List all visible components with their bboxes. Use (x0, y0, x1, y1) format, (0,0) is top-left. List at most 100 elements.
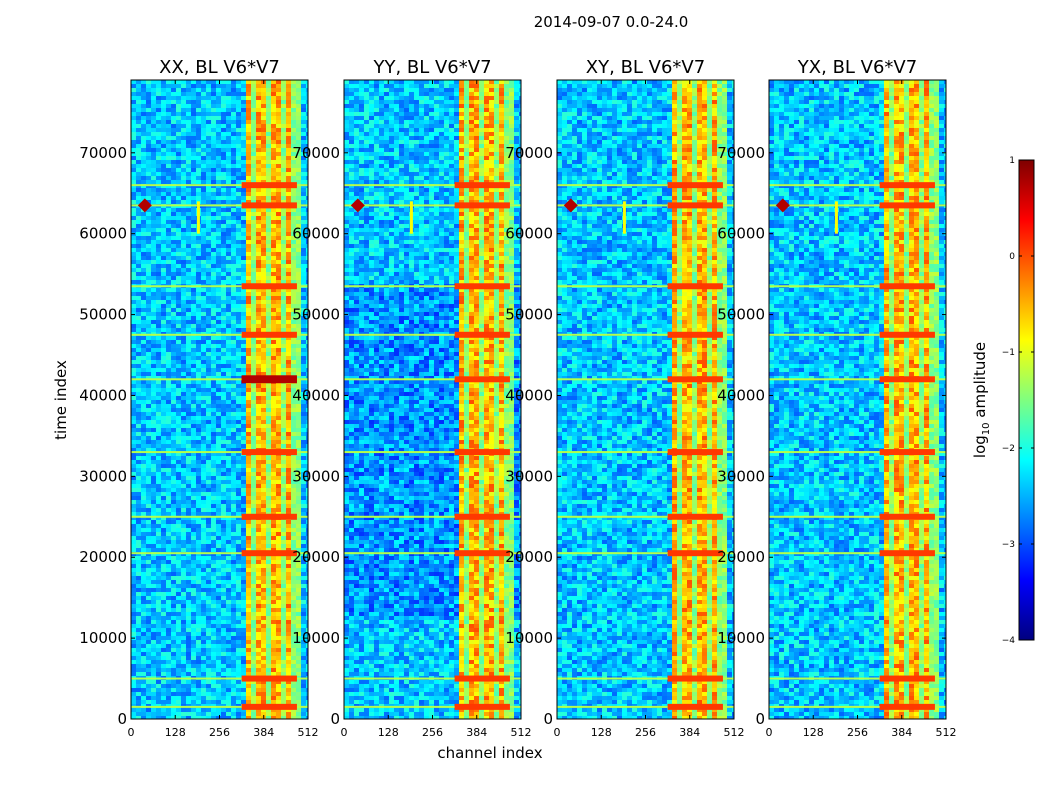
heatmap-cell (141, 228, 146, 232)
heatmap-cell (256, 368, 261, 372)
heatmap-cell (186, 608, 191, 612)
heatmap-cell (201, 276, 206, 280)
heatmap-cell (161, 220, 166, 224)
heatmap-cell (226, 316, 231, 320)
heatmap-cell (306, 256, 308, 260)
heatmap-cell (146, 112, 151, 116)
heatmap-cell (306, 220, 308, 224)
heatmap-cell (281, 260, 286, 264)
heatmap-cell (181, 156, 186, 160)
heatmap-cell (191, 100, 196, 104)
heatmap-cell (146, 276, 151, 280)
heatmap-cell (146, 96, 151, 100)
heatmap-cell (301, 220, 306, 224)
heatmap-cell (301, 176, 306, 180)
heatmap-cell (276, 584, 281, 588)
heatmap-cell (166, 496, 171, 500)
heatmap-cell (281, 248, 286, 252)
heatmap-cell (176, 632, 181, 636)
heatmap-cell (281, 116, 286, 120)
heatmap-cell (181, 596, 186, 600)
heatmap-cell (156, 548, 161, 552)
heatmap-cell (131, 580, 136, 584)
heatmap-cell (151, 144, 156, 148)
heatmap-cell (271, 408, 276, 412)
heatmap-cell (161, 340, 166, 344)
heatmap-cell (231, 272, 236, 276)
heatmap-cell (161, 428, 166, 432)
heatmap-cell (286, 484, 291, 488)
heatmap-cell (196, 480, 201, 484)
heatmap-cell (236, 240, 241, 244)
heatmap-cell (281, 84, 286, 88)
heatmap-cell (176, 152, 181, 156)
heatmap-cell (186, 384, 191, 388)
heatmap-cell (286, 336, 291, 340)
heatmap-cell (301, 540, 306, 544)
heatmap-cell (146, 152, 151, 156)
heatmap-cell (181, 252, 186, 256)
heatmap-cell (306, 404, 308, 408)
heatmap-cell (176, 120, 181, 124)
heatmap-cell (226, 128, 231, 132)
heatmap-cell (241, 300, 246, 304)
heatmap-cell (236, 368, 241, 372)
heatmap-cell (256, 80, 261, 84)
heatmap-cell (141, 140, 146, 144)
heatmap-cell (286, 596, 291, 600)
heatmap-cell (206, 312, 211, 316)
heatmap-cell (216, 308, 221, 312)
heatmap-cell (271, 172, 276, 176)
heatmap-cell (306, 432, 308, 436)
heatmap-cell (231, 436, 236, 440)
heatmap-cell (201, 340, 206, 344)
heatmap-cell (216, 172, 221, 176)
heatmap-cell (226, 364, 231, 368)
heatmap-cell (171, 288, 176, 292)
heatmap-cell (201, 416, 206, 420)
heatmap-cell (166, 548, 171, 552)
heatmap-cell (161, 576, 166, 580)
heatmap-cell (211, 632, 216, 636)
heatmap-cell (136, 236, 141, 240)
heatmap-cell (156, 616, 161, 620)
heatmap-cell (266, 164, 271, 168)
heatmap-cell (161, 560, 166, 564)
heatmap-cell (221, 212, 226, 216)
heatmap-cell (301, 168, 306, 172)
heatmap-cell (151, 520, 156, 524)
heatmap-cell (231, 160, 236, 164)
heatmap-cell (151, 120, 156, 124)
heatmap-cell (246, 436, 251, 440)
heatmap-cell (151, 512, 156, 516)
heatmap-cell (136, 520, 141, 524)
heatmap-cell (296, 524, 301, 528)
heatmap-cell (276, 192, 281, 196)
heatmap-cell (171, 268, 176, 272)
heatmap-cell (216, 316, 221, 320)
heatmap-cell (246, 208, 251, 212)
heatmap-cell (201, 108, 206, 112)
heatmap-cell (236, 120, 241, 124)
heatmap-cell (276, 536, 281, 540)
heatmap-cell (161, 548, 166, 552)
heatmap-cell (276, 544, 281, 548)
heatmap-cell (206, 168, 211, 172)
heatmap-cell (161, 624, 166, 628)
heatmap-cell (206, 400, 211, 404)
heatmap-cell (166, 372, 171, 376)
heatmap-cell (131, 344, 136, 348)
heatmap-cell (256, 104, 261, 108)
heatmap-cell (131, 164, 136, 168)
heatmap-cell (186, 168, 191, 172)
heatmap-cell (266, 540, 271, 544)
heatmap-cell (191, 356, 196, 360)
heatmap-cell (141, 504, 146, 508)
heatmap-cell (156, 464, 161, 468)
heatmap-cell (276, 340, 281, 344)
heatmap-cell (171, 592, 176, 596)
heatmap-cell (211, 192, 216, 196)
heatmap-cell (266, 592, 271, 596)
heatmap-cell (291, 368, 296, 372)
heatmap-cell (166, 256, 171, 260)
